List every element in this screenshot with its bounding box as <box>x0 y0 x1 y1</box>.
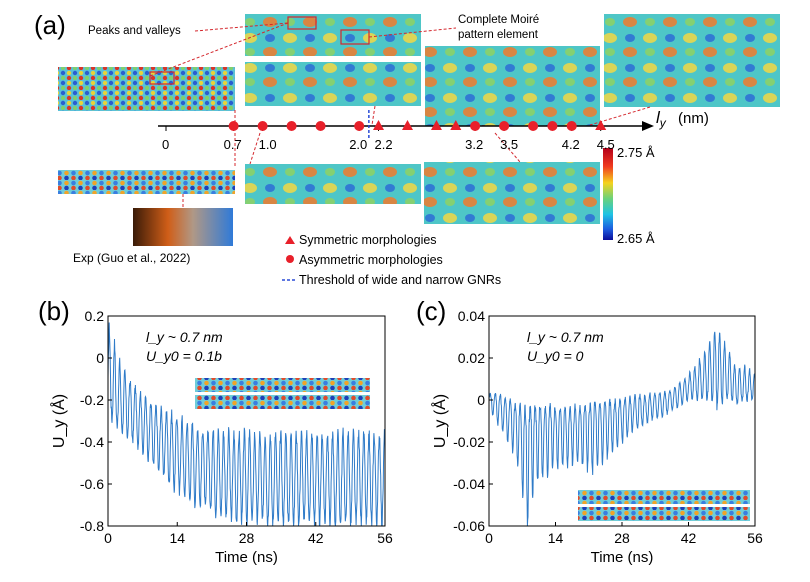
x-tick-label: 42 <box>308 530 324 546</box>
experiment-image <box>133 208 233 246</box>
panel-a-tick-label: 2.0 <box>349 137 367 152</box>
y-tick-label: 0.02 <box>458 350 485 366</box>
legend-circle-icon <box>286 255 294 263</box>
marker-asymmetric <box>528 121 539 131</box>
y-axis-label: U_y (Å) <box>49 394 68 448</box>
legend-symmetric: Symmetric morphologies <box>299 233 437 247</box>
colorbar-max-label: 2.75 Å <box>617 145 655 160</box>
ribbon-image-wide-bottom <box>424 162 600 224</box>
panel-c: (c) 0 14 28 42 56 0.04 0.02 0 -0.02 -0.04 -0.06 Time… <box>416 296 763 566</box>
ribbon-image-wide-1 <box>425 46 600 126</box>
ribbon-image-peaks-box <box>149 71 175 85</box>
panel-a-tick-label: 0.7 <box>224 137 242 152</box>
ribbon-image-moire-mid <box>245 62 421 106</box>
x-tick-label: 28 <box>614 530 630 546</box>
panel-a-tick-label: 3.5 <box>500 137 518 152</box>
moire-annotation-line2: pattern element <box>458 29 539 41</box>
inset-ribbon-top <box>195 378 370 392</box>
inset-ribbon-bottom <box>578 507 750 521</box>
inset-ribbon-top <box>578 490 750 504</box>
ribbon-images <box>58 14 780 246</box>
y-tick-label: 0.04 <box>458 308 485 324</box>
panel-a-tick-label: 1.0 <box>259 137 277 152</box>
panel-label: (b) <box>38 296 70 326</box>
y-tick-label: -0.6 <box>80 476 104 492</box>
ribbon-image-wide-2 <box>604 14 780 107</box>
legend-threshold: Threshold of wide and narrow GNRs <box>299 273 501 287</box>
marker-symmetric <box>450 120 462 130</box>
peaks-annotation: Peaks and valleys <box>88 25 181 37</box>
panel-a-tick-label: 2.2 <box>375 137 393 152</box>
x-tick-label: 14 <box>548 530 564 546</box>
legend-asymmetric: Asymmetric morphologies <box>299 253 443 267</box>
panel-label: (c) <box>416 296 446 326</box>
legend-triangle-icon <box>285 236 295 244</box>
panel-a-tick-label: 4.2 <box>562 137 580 152</box>
leader-4 <box>371 105 376 126</box>
annotation-initial: U_y0 = 0.1b <box>146 348 222 364</box>
annotation-initial: U_y0 = 0 <box>527 348 584 364</box>
marker-asymmetric <box>470 121 481 131</box>
x-axis-label: Time (ns) <box>591 549 654 566</box>
marker-asymmetric <box>286 121 297 131</box>
x-tick-label: 28 <box>239 530 255 546</box>
x-tick-label: 56 <box>377 530 393 546</box>
annotation-length: l_y ~ 0.7 nm <box>527 329 604 345</box>
x-tick-label: 56 <box>747 530 763 546</box>
x-axis-label: Time (ns) <box>215 549 278 566</box>
panel-a-tick-label: 3.2 <box>465 137 483 152</box>
y-tick-label: 0.2 <box>85 308 105 324</box>
x-tick-label: 0 <box>485 530 493 546</box>
panel-a-legend: Symmetric morphologies Asymmetric morpho… <box>282 233 501 287</box>
y-tick-label: 0 <box>477 392 485 408</box>
panel-b: (b) 0 14 28 42 56 0.2 0 -0.2 -0.4 -0.6 -0.8 Time (ns… <box>38 296 393 566</box>
y-tick-label: -0.04 <box>453 476 485 492</box>
y-tick-label: -0.8 <box>80 518 104 534</box>
panel-a-axis-unit: (nm) <box>678 110 709 127</box>
leader-6 <box>494 132 521 163</box>
ribbon-image-narrow-top <box>58 67 235 111</box>
moire-leader <box>368 27 457 38</box>
panel-a-label: (a) <box>34 10 66 40</box>
experiment-label: Exp (Guo et al., 2022) <box>73 251 190 265</box>
marker-asymmetric <box>257 121 268 131</box>
data-series-line <box>488 331 756 527</box>
data-series-line <box>107 322 386 527</box>
colorbar <box>603 148 613 240</box>
y-tick-label: -0.4 <box>80 434 104 450</box>
inset-ribbon-bottom <box>195 395 370 409</box>
ribbon-image-moire-top <box>245 14 421 56</box>
marker-symmetric <box>373 120 385 130</box>
y-tick-label: -0.06 <box>453 518 485 534</box>
panel-a-tick-label: 0 <box>162 137 169 152</box>
marker-asymmetric <box>354 121 365 131</box>
y-axis-label: U_y (Å) <box>430 394 449 448</box>
panel-a-tick-label: 4.5 <box>597 137 615 152</box>
marker-asymmetric <box>499 121 510 131</box>
panel-a-axis-arrow <box>642 121 654 131</box>
ribbon-image-narrow-bottom <box>58 170 235 194</box>
panel-a-axis-label: ly <box>656 108 667 130</box>
marker-symmetric <box>595 120 607 130</box>
ribbon-image-mid-bottom <box>245 164 421 204</box>
y-tick-label: 0 <box>96 350 104 366</box>
marker-asymmetric <box>547 121 558 131</box>
marker-asymmetric <box>315 121 326 131</box>
marker-asymmetric <box>228 121 239 131</box>
annotation-length: l_y ~ 0.7 nm <box>146 329 223 345</box>
x-tick-label: 0 <box>104 530 112 546</box>
leader-3 <box>249 132 261 165</box>
peaks-leader <box>194 22 289 32</box>
moire-annotation-line1: Complete Moiré <box>458 14 539 26</box>
y-tick-label: -0.2 <box>80 392 104 408</box>
x-tick-label: 14 <box>169 530 185 546</box>
y-tick-label: -0.02 <box>453 434 485 450</box>
marker-symmetric <box>402 120 413 130</box>
marker-asymmetric <box>566 121 577 131</box>
x-tick-label: 42 <box>681 530 697 546</box>
marker-symmetric <box>430 120 442 130</box>
colorbar-min-label: 2.65 Å <box>617 231 655 246</box>
